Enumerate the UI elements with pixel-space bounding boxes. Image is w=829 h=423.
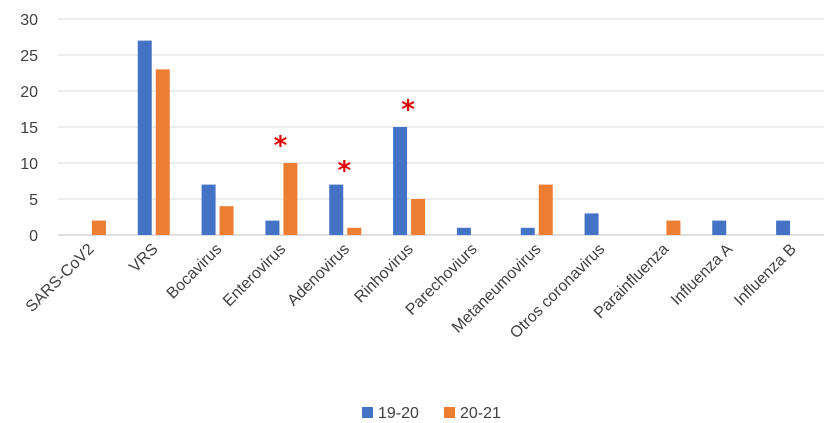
bar-19-20-Enterovirus [265,220,280,235]
y-tick-label: 0 [29,228,38,245]
legend-swatch-19-20 [362,407,373,418]
x-category-label: Enterovirus [220,241,289,310]
legend: 19-20 20-21 [362,405,501,422]
y-tick-label: 15 [20,120,38,137]
significance-asterisk: * [274,131,288,161]
bar-19-20-Influenza A [712,220,727,235]
x-category-label: VRS [126,241,161,276]
bar-20-21-Enterovirus [283,163,298,235]
bar-20-21-VRS [155,69,170,236]
legend-swatch-20-21 [444,407,455,418]
x-category-label: Rinhovirus [351,241,416,306]
bar-19-20-Parechoviurs [456,227,471,235]
legend-label: 20-21 [460,405,501,422]
significance-asterisk: * [337,156,351,186]
bar-20-21-Rinhovirus [411,199,426,235]
bars [91,40,791,236]
y-tick-label: 5 [29,192,38,209]
y-axis: 0 5 10 15 20 25 30 [20,12,38,245]
bar-19-20-Influenza B [776,220,791,235]
bar-20-21-Metaneumovirus [538,184,553,235]
y-tick-label: 25 [20,48,38,65]
x-category-label: Bocavirus [164,241,226,303]
bar-19-20-Metaneumovirus [520,227,535,235]
bar-19-20-VRS [137,40,152,235]
x-category-label: SARS-CoV2 [23,241,98,316]
x-category-label: Adenovirus [284,241,353,310]
y-tick-label: 30 [20,12,38,29]
annotations: * * * [274,95,416,186]
bar-19-20-Adenovirus [329,184,344,235]
bar-19-20-Rinhovirus [393,127,408,235]
x-axis: SARS-CoV2 VRS BocavirusEnterovirusAdenovir… [23,241,800,343]
gridlines [58,18,824,236]
y-tick-label: 20 [20,84,38,101]
bar-19-20-Otros coronavirus [584,213,599,235]
x-category-label: Influenza A [668,241,736,309]
significance-asterisk: * [401,95,415,125]
y-tick-label: 10 [20,156,38,173]
x-category-label: Influenza B [731,241,800,310]
bar-19-20-Bocavirus [201,184,216,235]
bar-20-21-SARS-CoV2 [91,220,106,235]
legend-label: 19-20 [378,405,419,422]
bar-20-21-Adenovirus [347,227,362,235]
bar-20-21-Bocavirus [219,206,234,235]
bar-20-21-Parainfluenza [666,220,681,235]
